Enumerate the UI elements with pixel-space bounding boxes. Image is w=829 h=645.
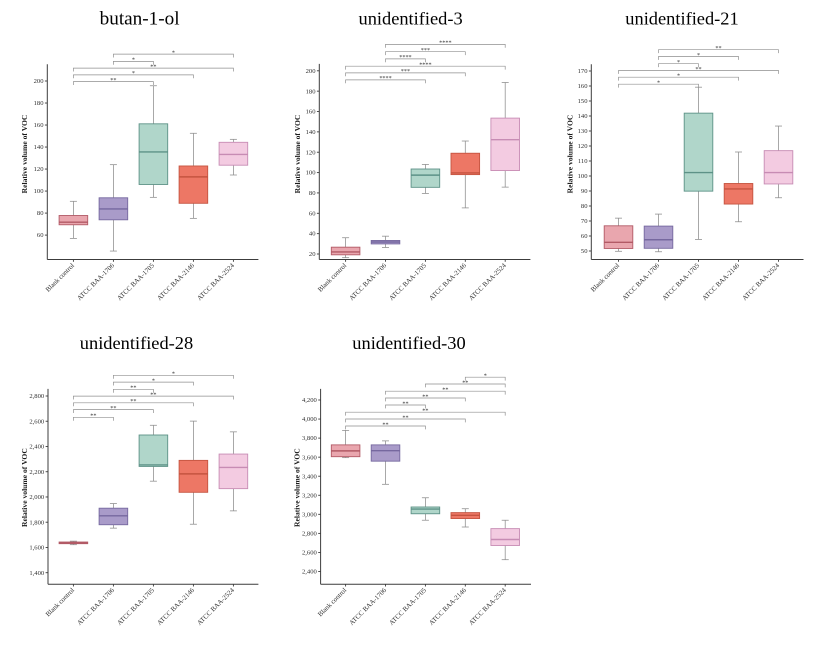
svg-text:Relative volume of VOC: Relative volume of VOC xyxy=(293,448,302,527)
svg-text:*: * xyxy=(132,57,135,64)
svg-text:*: * xyxy=(697,52,700,59)
svg-text:2,600: 2,600 xyxy=(302,550,318,557)
svg-text:2,800: 2,800 xyxy=(302,530,318,537)
svg-text:**: ** xyxy=(442,386,448,393)
svg-text:100: 100 xyxy=(34,188,45,195)
svg-text:60: 60 xyxy=(309,210,316,217)
svg-text:butan-1-ol: butan-1-ol xyxy=(100,9,180,30)
svg-text:100: 100 xyxy=(578,173,589,180)
svg-text:*: * xyxy=(677,59,680,66)
svg-text:4,200: 4,200 xyxy=(302,397,318,404)
svg-text:150: 150 xyxy=(578,98,589,105)
svg-text:Relative volume of VOC: Relative volume of VOC xyxy=(565,115,574,194)
svg-text:*: * xyxy=(484,372,487,379)
svg-text:120: 120 xyxy=(306,149,317,156)
svg-text:160: 160 xyxy=(306,109,317,116)
svg-text:*: * xyxy=(172,49,175,56)
svg-text:1,600: 1,600 xyxy=(29,545,45,552)
svg-text:**: ** xyxy=(462,379,468,386)
svg-text:90: 90 xyxy=(581,188,588,195)
svg-text:160: 160 xyxy=(578,83,589,90)
svg-text:3,200: 3,200 xyxy=(302,492,318,499)
svg-text:Relative volume of VOC: Relative volume of VOC xyxy=(20,115,29,194)
svg-text:20: 20 xyxy=(309,251,316,258)
svg-text:40: 40 xyxy=(309,231,316,238)
svg-text:1,800: 1,800 xyxy=(29,519,45,526)
svg-text:140: 140 xyxy=(578,113,589,120)
svg-text:unidentified-21: unidentified-21 xyxy=(625,9,738,29)
svg-text:3,800: 3,800 xyxy=(302,435,318,442)
svg-text:Relative volume of VOC: Relative volume of VOC xyxy=(20,448,29,527)
svg-text:*: * xyxy=(657,79,660,86)
svg-text:170: 170 xyxy=(578,68,589,75)
svg-text:3,000: 3,000 xyxy=(302,511,318,518)
svg-text:**: ** xyxy=(402,414,408,421)
svg-text:**: ** xyxy=(382,421,388,428)
svg-text:**: ** xyxy=(110,405,116,412)
svg-text:110: 110 xyxy=(578,158,588,165)
svg-text:80: 80 xyxy=(37,210,44,217)
svg-text:**: ** xyxy=(130,385,136,392)
svg-text:**: ** xyxy=(130,398,136,405)
svg-text:2,200: 2,200 xyxy=(29,469,45,476)
svg-text:**: ** xyxy=(150,391,156,398)
svg-text:unidentified-30: unidentified-30 xyxy=(352,333,465,353)
svg-text:4,000: 4,000 xyxy=(302,416,318,423)
svg-text:*: * xyxy=(677,72,680,79)
svg-text:140: 140 xyxy=(306,129,317,136)
svg-text:2,000: 2,000 xyxy=(29,494,45,501)
svg-text:**: ** xyxy=(110,77,116,84)
svg-text:Relative volume of VOC: Relative volume of VOC xyxy=(293,115,302,194)
svg-text:60: 60 xyxy=(37,232,44,239)
svg-text:70: 70 xyxy=(581,218,588,225)
svg-text:****: **** xyxy=(379,75,391,82)
svg-text:****: **** xyxy=(439,40,451,47)
svg-text:130: 130 xyxy=(578,128,589,135)
svg-text:120: 120 xyxy=(34,166,45,173)
svg-text:**: ** xyxy=(695,66,701,73)
svg-text:80: 80 xyxy=(581,203,588,210)
svg-text:120: 120 xyxy=(578,143,589,150)
svg-text:*: * xyxy=(172,371,175,378)
svg-text:**: ** xyxy=(422,393,428,400)
svg-text:140: 140 xyxy=(34,144,45,151)
svg-text:100: 100 xyxy=(306,170,317,177)
svg-text:***: *** xyxy=(421,47,430,54)
svg-text:180: 180 xyxy=(306,88,317,95)
svg-text:*: * xyxy=(132,70,135,77)
svg-text:***: *** xyxy=(401,68,410,75)
svg-text:**: ** xyxy=(90,413,96,420)
svg-text:****: **** xyxy=(419,61,431,68)
svg-text:*: * xyxy=(152,377,155,384)
svg-text:1,400: 1,400 xyxy=(29,570,45,577)
svg-text:****: **** xyxy=(399,54,411,61)
svg-text:180: 180 xyxy=(34,100,45,107)
svg-text:2,400: 2,400 xyxy=(302,569,318,576)
svg-text:2,600: 2,600 xyxy=(29,418,45,425)
svg-text:**: ** xyxy=(150,63,156,70)
svg-text:unidentified-28: unidentified-28 xyxy=(80,333,193,353)
svg-text:3,400: 3,400 xyxy=(302,473,318,480)
svg-text:**: ** xyxy=(715,45,721,52)
svg-text:**: ** xyxy=(422,407,428,414)
svg-text:50: 50 xyxy=(581,248,588,255)
svg-text:60: 60 xyxy=(581,233,588,240)
svg-text:200: 200 xyxy=(34,78,45,85)
svg-text:200: 200 xyxy=(306,68,317,75)
svg-text:2,400: 2,400 xyxy=(29,444,45,451)
svg-text:**: ** xyxy=(402,400,408,407)
svg-text:3,600: 3,600 xyxy=(302,454,318,461)
svg-text:2,800: 2,800 xyxy=(29,393,45,400)
svg-text:unidentified-3: unidentified-3 xyxy=(359,9,463,29)
svg-text:160: 160 xyxy=(34,122,45,129)
svg-text:80: 80 xyxy=(309,190,316,197)
